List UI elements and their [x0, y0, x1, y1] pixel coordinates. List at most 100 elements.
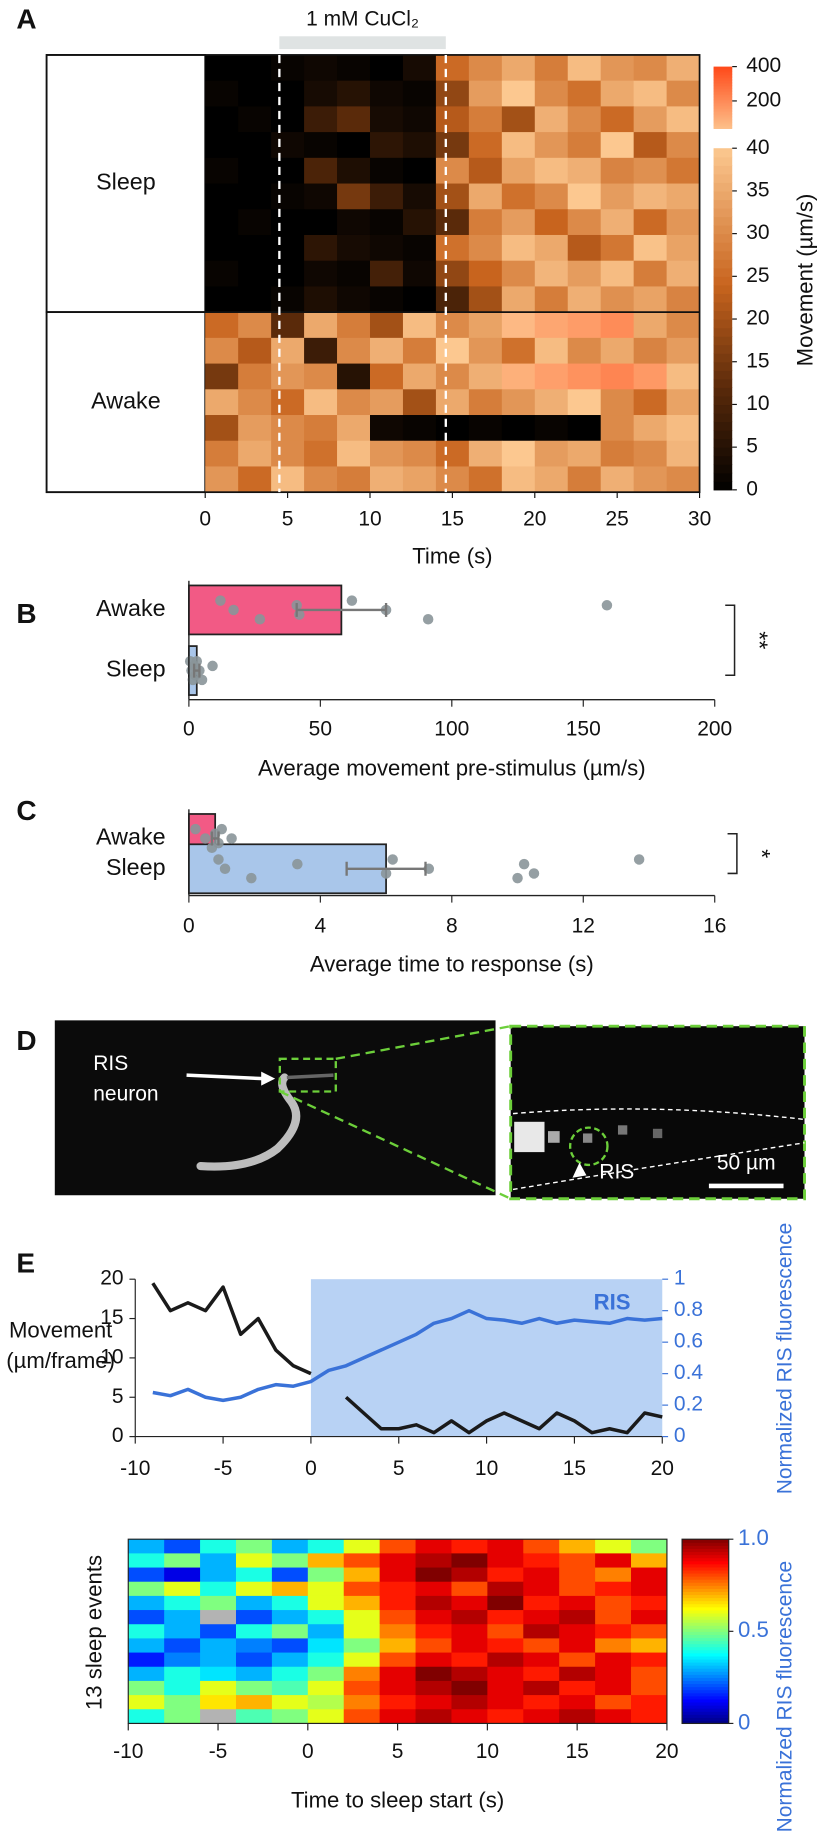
legend-label: RIS	[594, 1290, 631, 1315]
heatmap-cell	[205, 183, 239, 210]
y-tick-label: Sleep	[106, 656, 166, 682]
heatmap-cell	[487, 1553, 524, 1569]
heatmap-cell	[435, 157, 470, 185]
colorbar	[713, 276, 733, 286]
colorbar	[713, 190, 733, 201]
y-tick-label: 10	[100, 1345, 123, 1368]
heatmap-cell	[369, 389, 404, 416]
heatmap-cell	[205, 337, 239, 365]
heatmap-cell	[451, 1638, 488, 1654]
colorbar	[713, 404, 733, 414]
heatmap-cell	[128, 1567, 165, 1583]
heatmap-cell	[600, 54, 635, 82]
heatmap-cell	[600, 157, 635, 185]
heatmap-cell	[205, 234, 239, 262]
heatmap-cell	[304, 363, 338, 390]
heatmap-cell	[304, 234, 338, 262]
heatmap-cell	[666, 363, 701, 390]
error-bar	[210, 831, 220, 846]
heatmap-cell	[487, 1695, 524, 1710]
signal	[652, 1128, 663, 1139]
heatmap-cell	[595, 1709, 632, 1724]
heatmap-cell	[369, 157, 404, 185]
heatmap-cell	[633, 260, 668, 287]
colorbar	[682, 1548, 729, 1553]
heatmap-cell	[128, 1595, 165, 1611]
heatmap-cell	[235, 1539, 273, 1554]
heatmap-cell	[369, 132, 404, 159]
heatmap-cell	[379, 1638, 417, 1654]
y-axis-label: Movement	[9, 1318, 112, 1343]
data-point	[633, 854, 645, 865]
x-tick-label: 0	[302, 1740, 314, 1763]
colorbar	[713, 464, 733, 474]
heatmap-cell	[595, 1666, 632, 1682]
heatmap-cell	[205, 80, 239, 107]
group-box	[45, 54, 207, 314]
colorbar	[713, 481, 733, 491]
heatmap-cell	[128, 1680, 165, 1696]
heatmap-cell	[271, 260, 305, 287]
data-point	[213, 854, 224, 865]
heatmap-cell	[402, 260, 437, 287]
colorbar	[682, 1572, 729, 1577]
heatmap-cell	[523, 1567, 560, 1583]
heatmap-cell	[633, 286, 668, 313]
heatmap-cell	[128, 1553, 165, 1569]
heatmap-cell	[164, 1695, 201, 1710]
heatmap-cell	[304, 80, 338, 107]
x-tick-label: 10	[475, 1457, 498, 1480]
heatmap-cell	[468, 363, 503, 390]
heatmap-cell	[205, 106, 239, 133]
colorbar	[713, 123, 733, 126]
x-tick-label: -10	[120, 1457, 150, 1480]
colorbar	[682, 1576, 729, 1580]
heatmap-cell	[402, 312, 437, 339]
heatmap-cell	[468, 132, 503, 159]
heatmap-cell	[666, 337, 701, 365]
x-tick-label: 150	[566, 718, 601, 741]
significance: **	[747, 631, 773, 649]
y2-axis-label: Normalized RIS fluorescence	[773, 1223, 796, 1495]
colorbar	[682, 1671, 729, 1675]
heatmap-cell	[164, 1666, 201, 1682]
heatmap-cell	[631, 1610, 668, 1625]
heatmap-cell	[415, 1610, 452, 1625]
heatmap-cell	[307, 1695, 345, 1710]
heatmap-cell	[567, 209, 602, 236]
heatmap-cell	[631, 1638, 668, 1654]
y-tick-label: Awake	[96, 824, 166, 850]
heatmap-cell	[271, 1638, 309, 1654]
heatmap-cell	[304, 106, 338, 133]
heatmap-cell	[468, 389, 503, 416]
signal	[548, 1131, 560, 1143]
significance-bracket	[725, 604, 736, 676]
heatmap-cell	[666, 80, 701, 107]
colorbar	[713, 120, 733, 123]
heatmap-cell	[451, 1567, 488, 1583]
heatmap-cell	[631, 1666, 668, 1682]
heatmap-cell	[402, 132, 437, 159]
heatmap-cell	[307, 1680, 345, 1696]
colorbar	[682, 1597, 729, 1602]
colorbar	[682, 1689, 729, 1694]
colorbar	[713, 421, 733, 431]
heatmap-cell	[271, 106, 305, 133]
heatmap-cell	[402, 466, 437, 493]
colorbar	[713, 472, 733, 482]
heatmap-cell	[205, 389, 239, 416]
heatmap-cell	[501, 363, 536, 390]
heatmap-cell	[435, 286, 470, 313]
colorbar	[713, 100, 733, 103]
heatmap-cell	[337, 132, 371, 159]
colorbar	[682, 1655, 729, 1660]
heatmap-cell	[271, 1652, 309, 1668]
colorbar	[713, 225, 733, 235]
heatmap-cell	[271, 1567, 309, 1583]
colorbar	[713, 336, 733, 346]
heatmap-cell	[534, 54, 569, 82]
heatmap-cell	[271, 1666, 309, 1682]
heatmap-cell	[415, 1695, 452, 1710]
colorbar	[682, 1545, 729, 1550]
